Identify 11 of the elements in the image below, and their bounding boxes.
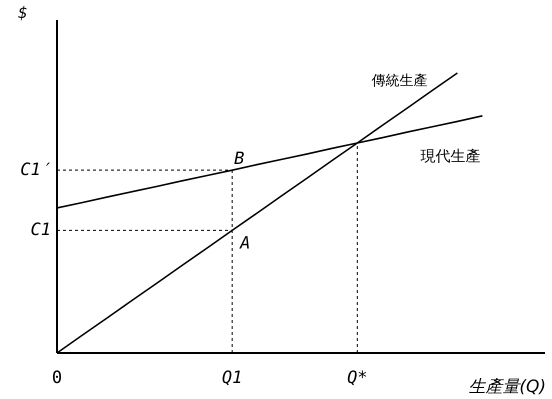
annotation: B	[234, 149, 244, 170]
x-tick-label: Q1	[222, 368, 242, 388]
y-axis-title: $	[18, 3, 28, 22]
x-axis-title: 生產量(Q)	[468, 377, 546, 397]
annotation: C1	[30, 220, 51, 240]
x-tick-label: 0	[52, 368, 62, 388]
series-label: 現代生產	[420, 146, 480, 165]
annotation: C1′	[20, 160, 51, 180]
x-tick-label: Q*	[347, 368, 368, 388]
annotation: A	[239, 233, 250, 254]
series-label: 傳統生產	[370, 73, 428, 89]
